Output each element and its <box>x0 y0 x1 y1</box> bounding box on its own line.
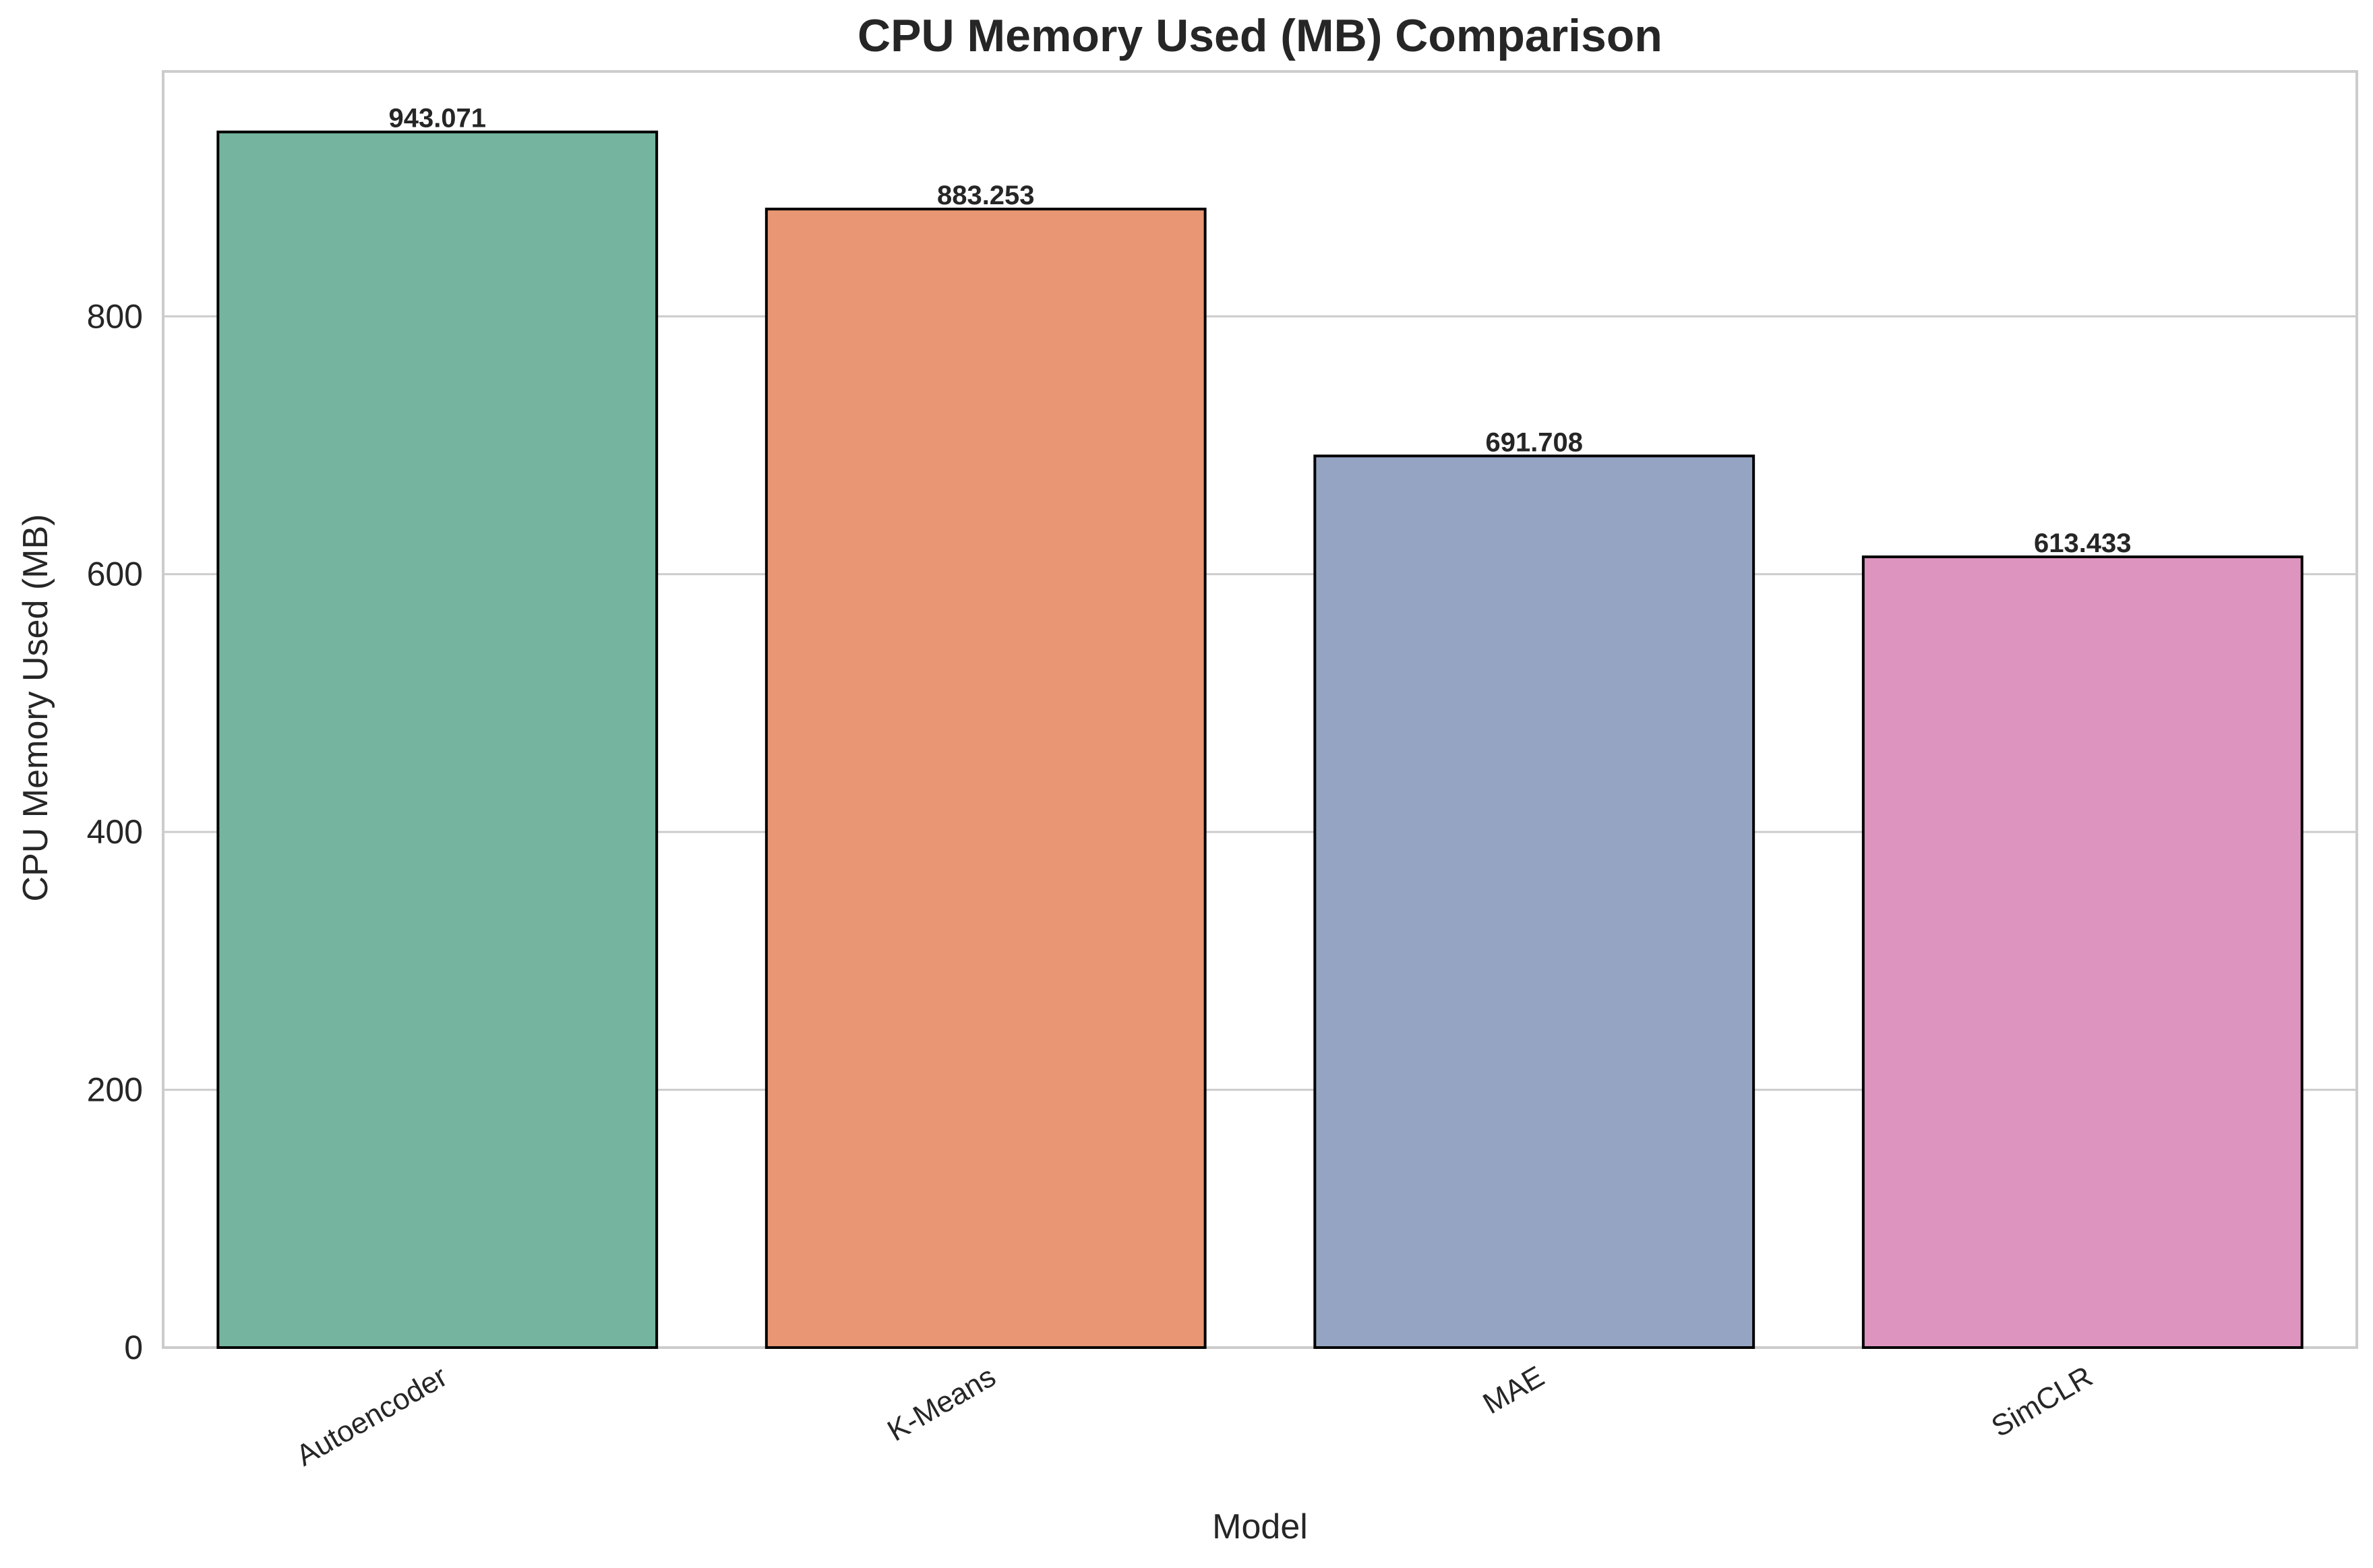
bar-value-label: 883.253 <box>937 181 1035 210</box>
bar-value-label: 613.433 <box>2034 529 2132 558</box>
bar-value-label: 943.071 <box>388 104 486 133</box>
bar-k-means <box>764 208 1207 1350</box>
y-axis-ticks: 0 200 400 600 800 <box>87 297 143 1366</box>
y-tick-label: 600 <box>87 555 143 593</box>
x-axis-label: Model <box>1212 1507 1308 1546</box>
value-labels: 943.071 883.253 691.708 613.433 <box>388 104 2131 558</box>
bar-simclr <box>1861 555 2304 1349</box>
plot-frame <box>162 70 2358 1349</box>
y-tick-label: 200 <box>87 1071 143 1109</box>
bars <box>216 130 2304 1350</box>
y-tick-label: 400 <box>87 813 143 851</box>
y-axis-label: CPU Memory Used (MB) <box>16 514 55 902</box>
bar-value-label: 691.708 <box>1485 427 1583 457</box>
bar-mae <box>1313 454 1755 1349</box>
y-tick-label: 800 <box>87 297 143 335</box>
bar-autoencoder <box>216 130 659 1350</box>
chart-title: CPU Memory Used (MB) Comparison <box>858 10 1662 61</box>
y-tick-label: 0 <box>124 1329 143 1366</box>
